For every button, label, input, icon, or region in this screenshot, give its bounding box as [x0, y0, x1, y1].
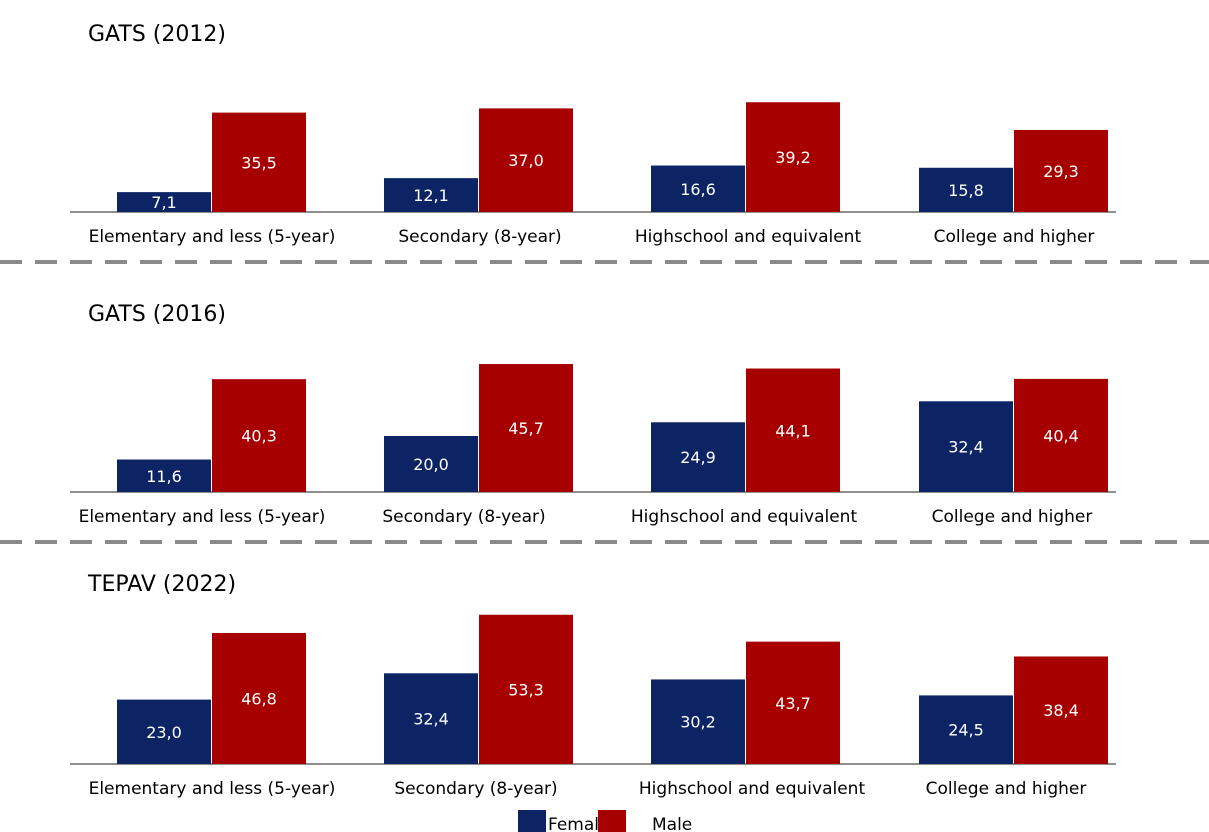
bar-female — [919, 695, 1013, 764]
data-label-female: 30,2 — [680, 713, 716, 732]
legend-swatch-female — [518, 810, 546, 832]
bar-female — [919, 167, 1013, 212]
bar-male — [479, 364, 573, 492]
data-label-male: 43,7 — [775, 694, 811, 713]
bar-male — [479, 108, 573, 212]
bar-female — [919, 401, 1013, 492]
category-label: Highschool and equivalent — [639, 779, 866, 799]
data-label-female: 24,5 — [948, 721, 984, 740]
chart-panel-1: GATS (2012) 7,1 35,5 Elementary and less (5… — [70, 22, 1116, 247]
data-label-female: 11,6 — [146, 467, 182, 486]
data-label-female: 32,4 — [948, 438, 984, 457]
data-label-male: 40,3 — [241, 427, 277, 446]
category-label: Highschool and equivalent — [631, 507, 858, 527]
bar-female — [384, 178, 478, 212]
data-label-male: 35,5 — [241, 153, 277, 172]
data-label-male: 40,4 — [1043, 426, 1079, 445]
category-label: Secondary (8-year) — [398, 227, 561, 247]
data-label-female: 16,6 — [680, 180, 716, 199]
panel-title: GATS (2016) — [88, 302, 226, 327]
data-label-female: 23,0 — [146, 723, 182, 742]
bar-male — [1014, 129, 1108, 212]
data-label-male: 44,1 — [775, 421, 811, 440]
category-label: Elementary and less (5-year) — [89, 227, 336, 247]
bar-male — [746, 368, 840, 492]
category-label: Elementary and less (5-year) — [79, 507, 326, 527]
panel-title: TEPAV (2022) — [87, 572, 236, 597]
panel-title: GATS (2012) — [88, 22, 226, 47]
legend-swatch-male — [598, 810, 626, 832]
data-label-male: 46,8 — [241, 689, 277, 708]
bar-female — [651, 165, 745, 212]
bar-male — [746, 641, 840, 764]
bar-male — [212, 632, 306, 764]
data-label-female: 7,1 — [151, 193, 176, 212]
data-label-male: 38,4 — [1043, 701, 1079, 720]
legend-label-male: Male — [652, 815, 692, 832]
data-label-male: 29,3 — [1043, 162, 1079, 181]
chart-panels: GATS (2012) 7,1 35,5 Elementary and less (5… — [70, 22, 1116, 799]
chart-panel-3: TEPAV (2022) 23,0 46,8 Elementary and less … — [70, 572, 1116, 799]
data-label-female: 24,9 — [680, 448, 716, 467]
category-label: College and higher — [932, 507, 1093, 527]
bar-female — [117, 459, 211, 492]
category-label: Elementary and less (5-year) — [89, 779, 336, 799]
bar-male — [212, 112, 306, 212]
panel-dividers — [0, 260, 1209, 544]
chart-panel-2: GATS (2016) 11,6 40,3 Elementary and less (… — [70, 302, 1116, 527]
bar-female — [117, 192, 211, 212]
bar-male — [212, 379, 306, 492]
bar-female — [117, 699, 211, 764]
data-label-male: 39,2 — [775, 148, 811, 167]
bar-male — [1014, 378, 1108, 492]
category-label: College and higher — [934, 227, 1095, 247]
data-label-female: 20,0 — [413, 455, 449, 474]
category-label: Highschool and equivalent — [635, 227, 862, 247]
bar-female — [384, 673, 478, 764]
data-label-female: 15,8 — [948, 181, 984, 200]
category-label: Secondary (8-year) — [394, 779, 557, 799]
bar-female — [651, 422, 745, 492]
legend: Female Male — [518, 810, 692, 832]
data-label-female: 12,1 — [413, 186, 449, 205]
data-label-female: 32,4 — [413, 710, 449, 729]
category-label: College and higher — [926, 779, 1087, 799]
bar-male — [479, 614, 573, 764]
category-label: Secondary (8-year) — [382, 507, 545, 527]
bar-female — [384, 436, 478, 492]
data-label-male: 45,7 — [508, 419, 544, 438]
data-label-male: 53,3 — [508, 680, 544, 699]
legend-label-female: Female — [548, 815, 609, 832]
bar-male — [1014, 656, 1108, 764]
bar-male — [746, 102, 840, 212]
data-label-male: 37,0 — [508, 151, 544, 170]
bar-female — [651, 679, 745, 764]
